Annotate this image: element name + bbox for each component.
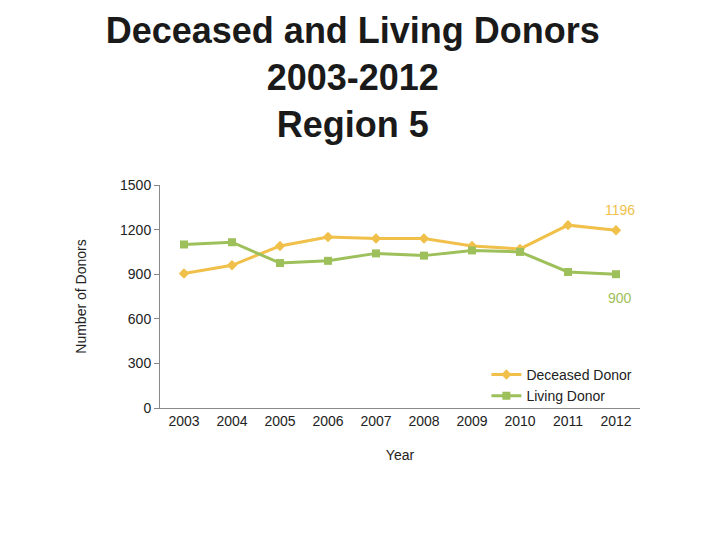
svg-text:2003: 2003 [168, 413, 199, 429]
svg-text:300: 300 [128, 355, 152, 371]
svg-text:Number of Donors: Number of Donors [73, 239, 89, 353]
svg-text:2007: 2007 [360, 413, 391, 429]
svg-text:Year: Year [386, 447, 415, 463]
svg-text:2005: 2005 [264, 413, 295, 429]
svg-text:1500: 1500 [120, 177, 151, 193]
svg-text:2009: 2009 [456, 413, 487, 429]
svg-text:2004: 2004 [216, 413, 247, 429]
svg-text:900: 900 [128, 266, 152, 282]
svg-text:Deceased and Living Donors2003: Deceased and Living Donors2003-2012Regio… [106, 10, 600, 145]
svg-text:0: 0 [143, 400, 151, 416]
svg-text:Deceased Donor: Deceased Donor [526, 367, 631, 383]
svg-text:2010: 2010 [504, 413, 535, 429]
svg-text:Living Donor: Living Donor [526, 388, 605, 404]
svg-text:2008: 2008 [408, 413, 439, 429]
svg-text:900: 900 [608, 290, 632, 306]
svg-text:1196: 1196 [605, 202, 635, 218]
svg-text:2011: 2011 [553, 413, 583, 429]
svg-text:2006: 2006 [312, 413, 343, 429]
svg-text:2012: 2012 [600, 413, 631, 429]
svg-text:1200: 1200 [120, 222, 151, 238]
svg-text:600: 600 [128, 311, 152, 327]
